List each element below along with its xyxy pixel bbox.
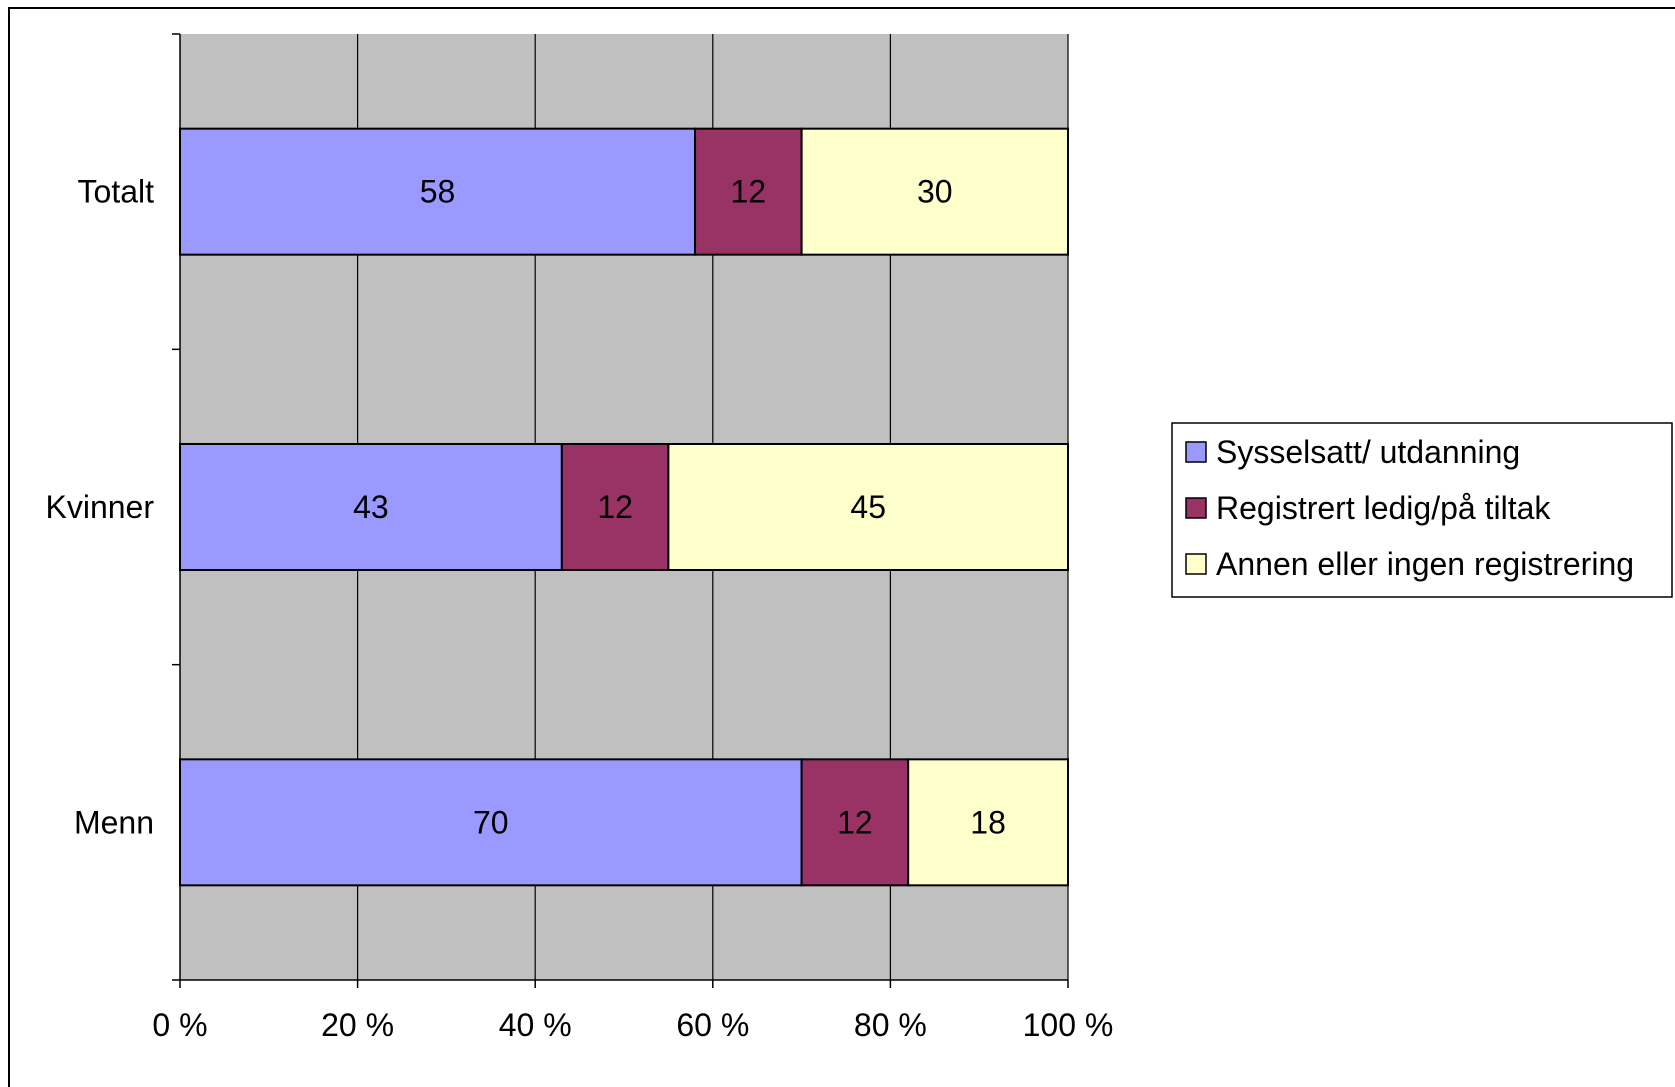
bar-segment xyxy=(560,443,670,571)
x-tick-label: 60 % xyxy=(676,1007,749,1043)
data-label: 58 xyxy=(420,174,456,210)
legend-swatch xyxy=(1185,553,1207,575)
bar-segment xyxy=(694,127,803,256)
data-label: 12 xyxy=(597,489,633,525)
x-tick-label: 40 % xyxy=(499,1007,572,1043)
bar-segment xyxy=(907,758,1069,887)
bar-segment xyxy=(667,443,1070,571)
legend-label: Sysselsatt/ utdanning xyxy=(1216,434,1520,470)
data-label: 70 xyxy=(473,804,509,840)
legend-swatch xyxy=(1185,441,1207,463)
category-label: Totalt xyxy=(78,174,155,210)
bar-segment xyxy=(179,127,697,256)
legend-label: Annen eller ingen registrering xyxy=(1216,546,1634,582)
data-label: 45 xyxy=(850,489,886,525)
x-tick-label: 0 % xyxy=(152,1007,207,1043)
x-tick-label: 100 % xyxy=(1023,1007,1114,1043)
data-label: 43 xyxy=(353,489,389,525)
category-label: Kvinner xyxy=(46,489,155,525)
bar-segment xyxy=(179,443,563,571)
bar-segment xyxy=(800,127,1069,256)
legend: Sysselsatt/ utdanning Registrert ledig/på… xyxy=(1171,422,1673,598)
plot-area: 0 % 20 % 40 % 60 % 80 % 100 % Totalt 58 12 30 Kvin… xyxy=(46,33,1114,1043)
legend-box xyxy=(1171,422,1673,598)
legend-swatch xyxy=(1185,497,1207,519)
data-label: 12 xyxy=(837,804,873,840)
data-label: 30 xyxy=(917,174,953,210)
x-tick-label: 80 % xyxy=(854,1007,927,1043)
bar-segment xyxy=(179,758,803,887)
data-label: 18 xyxy=(970,804,1006,840)
legend-label: Registrert ledig/på tiltak xyxy=(1216,490,1551,526)
bar-segment xyxy=(800,758,910,887)
x-tick-label: 20 % xyxy=(321,1007,394,1043)
data-label: 12 xyxy=(731,174,767,210)
category-label: Menn xyxy=(74,804,154,840)
